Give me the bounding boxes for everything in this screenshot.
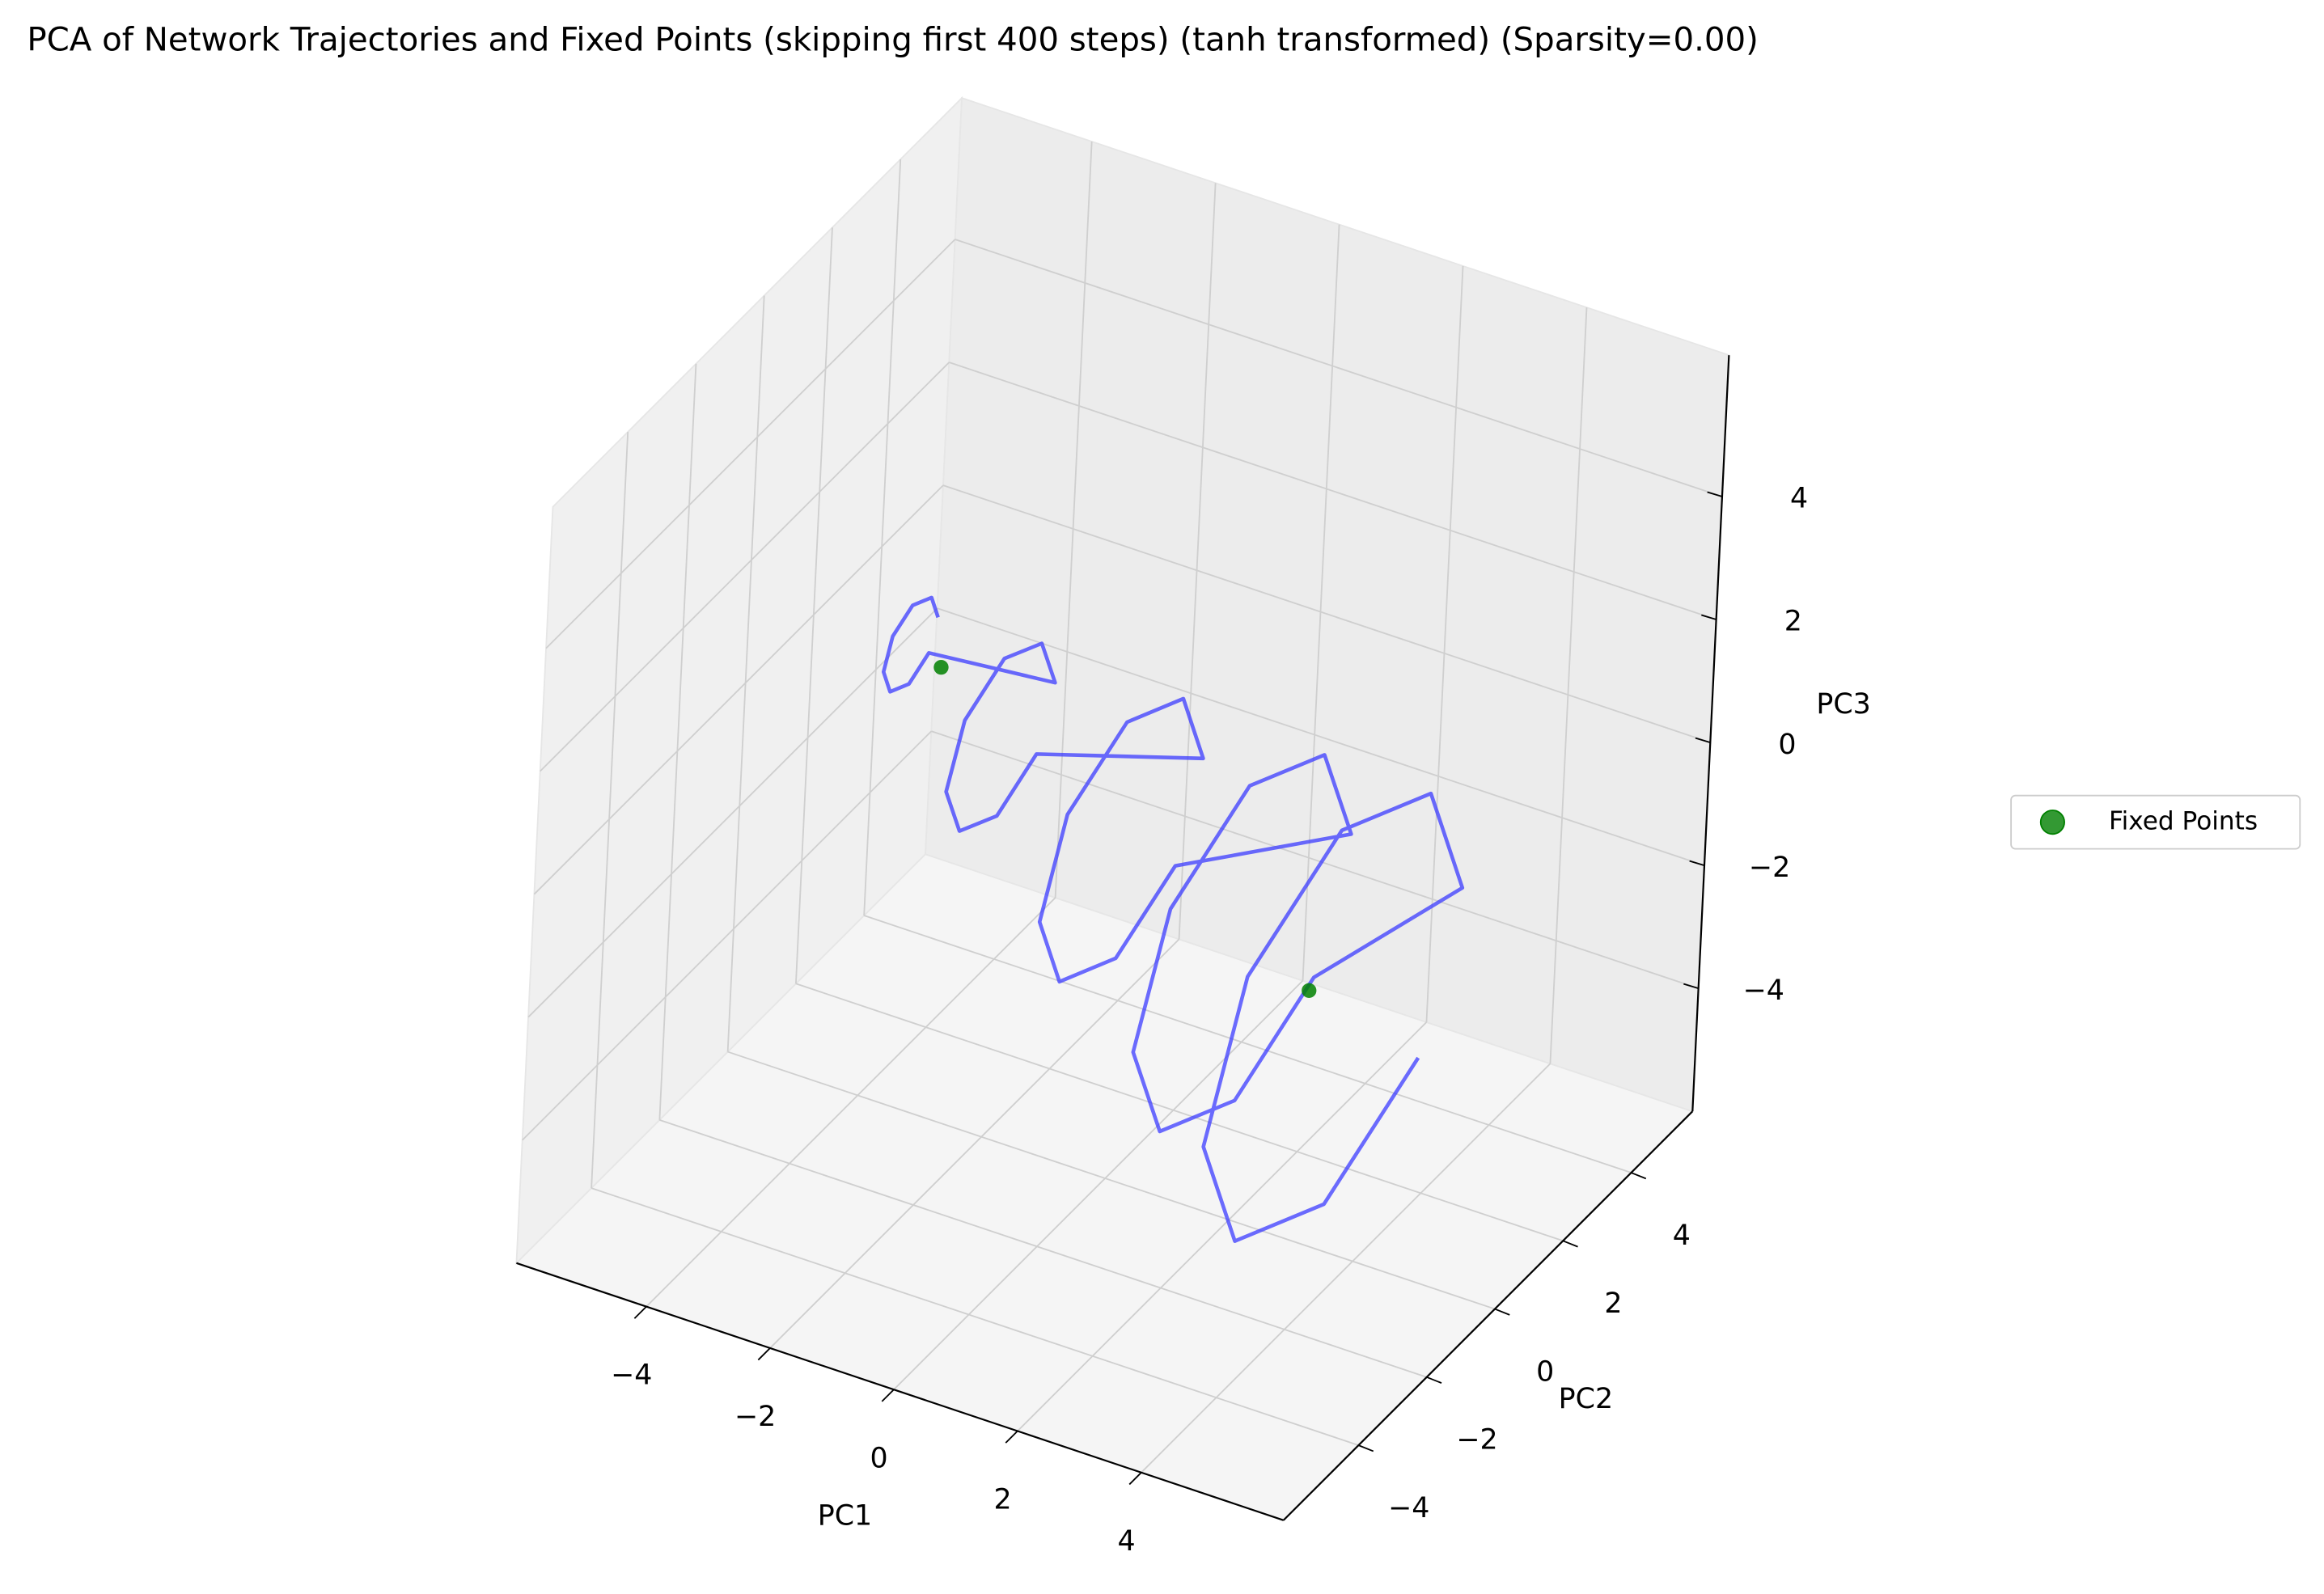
z-tick-label: 0 xyxy=(1778,729,1796,761)
grid-line xyxy=(591,432,629,1189)
legend-marker xyxy=(2039,810,2065,835)
grid-line xyxy=(1425,265,1464,1022)
grid-line xyxy=(955,239,1723,497)
grid-line xyxy=(540,362,950,772)
y-tick-label: 2 xyxy=(1604,1287,1622,1320)
grid-line xyxy=(727,1051,1496,1310)
trajectory xyxy=(881,595,1465,1243)
grid-line xyxy=(591,1187,1359,1446)
grid-line xyxy=(545,239,956,649)
chart-title: PCA of Network Trajectories and Fixed Po… xyxy=(27,20,1759,58)
tick-mark xyxy=(1494,1308,1510,1316)
y-axis-label: PC2 xyxy=(1559,1383,1613,1415)
grid-line xyxy=(1549,307,1588,1064)
y-tick-label: 0 xyxy=(1536,1355,1554,1388)
grid-line xyxy=(937,607,1705,866)
axis-line xyxy=(1282,1110,1694,1521)
z-axis-label: PC3 xyxy=(1816,688,1870,721)
tick-mark xyxy=(757,1347,771,1361)
tick-mark xyxy=(1707,491,1723,497)
grid-line xyxy=(726,295,765,1052)
tick-mark xyxy=(1562,1240,1578,1248)
x-tick-label: −4 xyxy=(611,1359,652,1392)
axis-line xyxy=(1691,355,1730,1112)
grid-line xyxy=(1178,183,1217,940)
grid-line xyxy=(1054,141,1093,898)
grid-line xyxy=(769,938,1180,1349)
x-tick-label: 4 xyxy=(1117,1525,1135,1558)
legend-box xyxy=(2010,794,2301,850)
grid-line xyxy=(533,484,944,895)
grid-line xyxy=(1302,224,1340,981)
grid-line xyxy=(931,730,1699,990)
tick-mark xyxy=(633,1305,647,1319)
tick-mark xyxy=(1128,1472,1142,1486)
grid-line xyxy=(1141,1063,1551,1473)
x-tick-label: 2 xyxy=(994,1484,1012,1516)
tick-mark xyxy=(1426,1376,1442,1385)
tick-mark xyxy=(1701,614,1717,620)
axis-line xyxy=(516,1262,1285,1521)
grid-line xyxy=(522,730,932,1141)
grid-line xyxy=(893,979,1304,1390)
fixed-point xyxy=(933,659,949,675)
tick-mark xyxy=(1683,983,1699,990)
fixed-point xyxy=(1302,983,1317,998)
grid-line xyxy=(527,607,938,1018)
grid-line xyxy=(942,484,1711,743)
tick-mark xyxy=(1631,1172,1647,1180)
grid-line xyxy=(794,227,833,984)
y-tick-label: −4 xyxy=(1388,1492,1429,1524)
z-tick-label: 4 xyxy=(1790,483,1808,515)
tick-mark xyxy=(881,1389,895,1402)
grid-line xyxy=(646,897,1056,1308)
grid-line xyxy=(863,915,1632,1173)
x-axis-label: PC1 xyxy=(818,1500,872,1533)
y-tick-label: −2 xyxy=(1456,1424,1497,1457)
legend-label: Fixed Points xyxy=(2109,807,2258,836)
grid-line xyxy=(1017,1021,1428,1432)
z-tick-label: −4 xyxy=(1743,975,1784,1007)
grid-line xyxy=(949,362,1717,620)
grid-line xyxy=(863,159,902,916)
z-tick-label: −2 xyxy=(1749,852,1790,884)
tick-mark xyxy=(1358,1444,1374,1452)
y-tick-label: 4 xyxy=(1673,1220,1691,1252)
grid-line xyxy=(659,1118,1427,1378)
tick-mark xyxy=(1689,860,1705,867)
x-tick-label: −2 xyxy=(734,1401,776,1433)
tick-mark xyxy=(1005,1430,1018,1444)
tick-mark xyxy=(1695,737,1711,743)
z-tick-label: 2 xyxy=(1784,606,1802,638)
grid-line xyxy=(795,983,1564,1242)
grid-line xyxy=(658,363,697,1120)
x-tick-label: 0 xyxy=(870,1442,888,1474)
